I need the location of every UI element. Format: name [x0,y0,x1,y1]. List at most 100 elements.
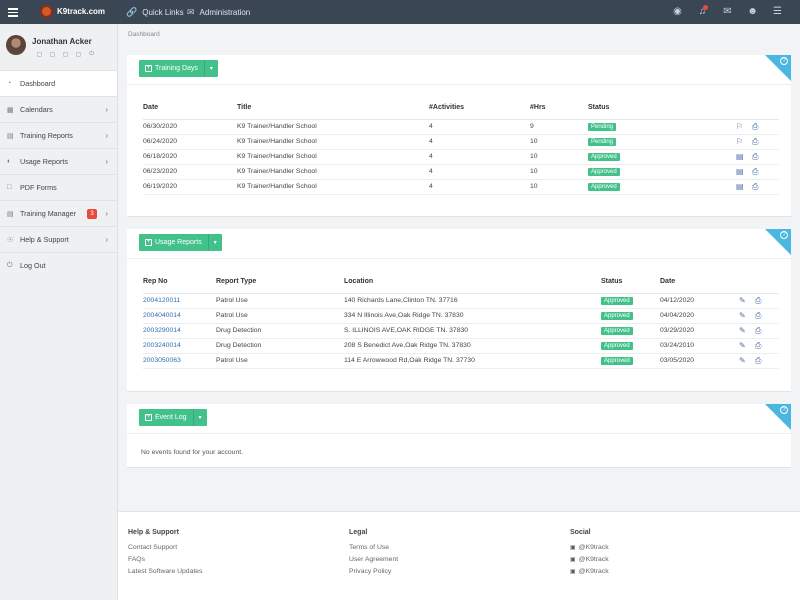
settings-sliders-icon[interactable]: ☰ [773,6,782,17]
sidebar-item-label: Training Manager [20,209,77,218]
question-icon[interactable]: ? [780,57,788,65]
edit-icon[interactable]: ✎ [739,340,746,350]
question-icon[interactable]: ? [780,231,788,239]
edit-icon[interactable]: ✎ [739,325,746,335]
report-date: 03/05/2020 [660,353,739,369]
profile-flag-icon[interactable]: ▢ [75,52,82,58]
training-activities: 4 [429,134,530,150]
sidebar-item-usage-reports[interactable]: ◐ Usage Reports › [0,148,117,174]
print-icon[interactable]: ⎙ [752,121,759,131]
training-days-button[interactable]: + Training Days ▾ [139,60,218,77]
profile-user-icon[interactable]: ▢ [49,52,56,58]
footer-link-terms[interactable]: Terms of Use [349,544,390,551]
list-icon[interactable]: ▤ [736,166,744,176]
row-actions: ✎ ⎙ [739,308,779,324]
column-header: Report Type [216,271,344,294]
training-manager-count-badge: 3 [87,209,97,219]
rep-no-cell: 2004120011 [143,293,216,309]
training-hrs: 9 [530,119,588,135]
print-icon[interactable]: ⎙ [755,325,762,335]
mail-icon[interactable]: ✉ [723,6,732,17]
sidebar-item-help-support[interactable]: ☉ Help & Support › [0,226,117,252]
print-icon[interactable]: ⎙ [752,151,759,161]
footer-link-software-updates[interactable]: Latest Software Updates [128,568,203,575]
table-header-row: Rep No Report Type Location Status Date [143,271,779,294]
footer-link-privacy[interactable]: Privacy Policy [349,568,392,575]
sidebar-item-calendars[interactable]: ▦ Calendars › [0,96,117,122]
sidebar-item-log-out[interactable]: ⏻ Log Out [0,252,117,278]
report-number-link[interactable]: 2003290014 [143,327,181,334]
footer-link-contact-support[interactable]: Contact Support [128,544,178,551]
footer-social-twitter[interactable]: ▣ @K9track [570,556,609,568]
flag-icon[interactable]: ⚐ [736,121,744,131]
brand-logo[interactable]: K9track.com [40,5,105,18]
profile-power-icon[interactable]: ⏻ [89,51,94,57]
table-row: 06/24/2020 K9 Trainer/Handler School 4 1… [143,134,779,150]
footer-social-facebook[interactable]: ▣ @K9track [570,544,609,556]
training-date: 06/30/2020 [143,119,237,135]
chevron-right-icon: › [105,131,108,140]
edit-icon[interactable]: ✎ [739,355,746,365]
nav-administration[interactable]: ✉ Administration [187,7,250,18]
print-icon[interactable]: ⎙ [752,166,759,176]
usage-reports-button[interactable]: + Usage Reports ▾ [139,234,222,251]
plus-icon: + [145,65,152,72]
chevron-down-icon[interactable]: ▾ [203,60,218,77]
sidebar-item-label: Dashboard [20,79,56,88]
list-icon[interactable]: ▤ [736,181,744,191]
training-status-cell: Approved [588,179,736,195]
nav-administration-label: Administration [199,8,251,17]
avatar[interactable] [6,35,26,55]
event-log-button[interactable]: + Event Log ▾ [139,409,207,426]
print-icon[interactable]: ⎙ [755,340,762,350]
footer-social-instagram[interactable]: ▣ @K9track [570,568,609,580]
report-number-link[interactable]: 2003240014 [143,342,181,349]
chevron-down-icon[interactable]: ▾ [192,409,207,426]
footer-link-user-agreement[interactable]: User Agreement [349,556,399,563]
k9-logo-icon [40,5,53,18]
report-number-link[interactable]: 2004040014 [143,312,181,319]
sidebar-item-dashboard[interactable]: ◔ Dashboard [0,70,117,96]
question-icon[interactable]: ? [780,406,788,414]
print-icon[interactable]: ⎙ [755,295,762,305]
notification-dot [703,5,708,10]
globe-icon[interactable]: ◉ [673,6,682,17]
training-days-button-label: Training Days [155,65,198,72]
print-icon[interactable]: ⎙ [752,181,759,191]
sidebar-item-label: Usage Reports [20,157,68,166]
column-header: #Hrs [530,97,588,120]
flag-icon[interactable]: ⚐ [736,136,744,146]
print-icon[interactable]: ⎙ [755,310,762,320]
chevron-right-icon: › [105,209,108,218]
training-date: 06/23/2020 [143,164,237,180]
user-icon[interactable]: ☻ [747,6,758,17]
edit-icon[interactable]: ✎ [739,295,746,305]
status-badge: Pending [588,122,617,131]
twitter-icon: ▣ [570,557,576,563]
report-type: Patrol Use [216,293,344,309]
event-log-empty-message: No events found for your account. [141,449,244,456]
report-number-link[interactable]: 2004120011 [143,297,181,304]
sidebar-item-pdf-forms[interactable]: □ PDF Forms [0,174,117,200]
print-icon[interactable]: ⎙ [752,136,759,146]
list-icon[interactable]: ▤ [736,151,744,161]
footer-link-faqs[interactable]: FAQs [128,556,145,563]
report-status-cell: Approved [601,308,660,324]
profile-doc-icon[interactable]: ▢ [62,52,69,58]
print-icon[interactable]: ⎙ [755,355,762,365]
column-header: Title [237,97,429,120]
breadcrumb[interactable]: Dashboard [128,31,160,38]
sidebar-item-training-manager[interactable]: ▤ Training Manager 3 › [0,200,117,226]
training-activities: 4 [429,179,530,195]
nav-quick-links-label: Quick Links [142,8,184,17]
chevron-down-icon[interactable]: ▾ [207,234,222,251]
calendar-icon: ▦ [7,106,14,114]
report-number-link[interactable]: 2003050063 [143,357,181,364]
sidebar-item-training-reports[interactable]: ▤ Training Reports › [0,122,117,148]
edit-icon[interactable]: ✎ [739,310,746,320]
nav-quick-links[interactable]: 🔗 Quick Links [126,7,184,18]
menu-toggle-icon[interactable] [8,6,18,18]
table-row: 2004120011 Patrol Use 140 Richards Lane,… [143,293,779,309]
profile-mail-icon[interactable]: ▢ [36,52,43,58]
bell-icon[interactable]: ♫ [698,5,708,17]
